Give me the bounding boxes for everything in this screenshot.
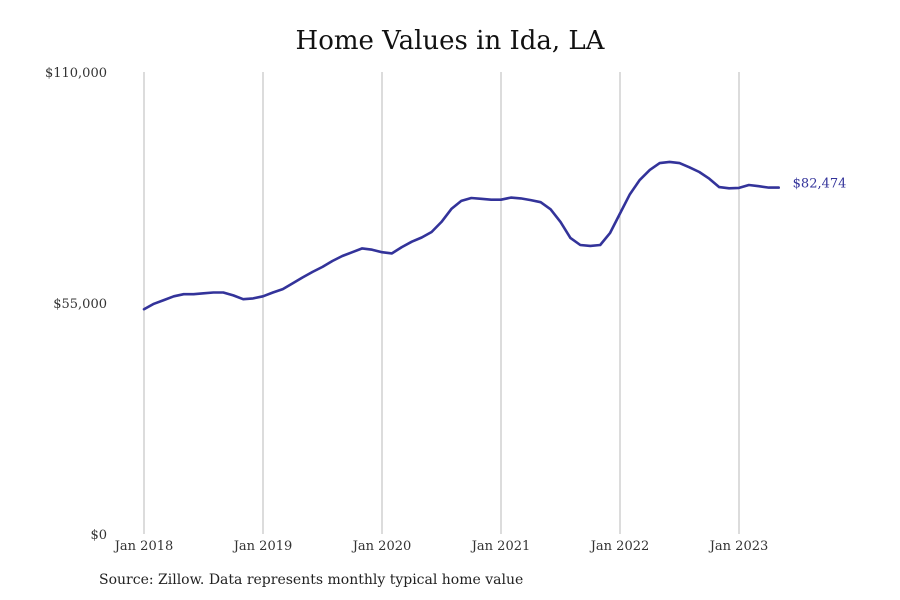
gridlines bbox=[143, 72, 740, 534]
x-tick-label: Jan 2019 bbox=[232, 539, 293, 554]
source-note: Source: Zillow. Data represents monthly … bbox=[99, 572, 524, 588]
y-tick-label: $110,000 bbox=[45, 66, 107, 81]
x-tick-label: Jan 2020 bbox=[351, 539, 412, 554]
x-tick-label: Jan 2018 bbox=[113, 539, 174, 554]
x-tick-label: Jan 2022 bbox=[589, 539, 650, 554]
y-axis-labels: $0 $55,000 $110,000 bbox=[45, 66, 107, 543]
chart-title: Home Values in Ida, LA bbox=[295, 26, 605, 56]
x-tick-label: Jan 2021 bbox=[470, 539, 531, 554]
home-value-line bbox=[142, 160, 780, 311]
y-tick-label: $55,000 bbox=[53, 297, 107, 312]
y-tick-label: $0 bbox=[90, 528, 107, 543]
x-tick-label: Jan 2023 bbox=[708, 539, 769, 554]
end-value-label: $82,474 bbox=[793, 177, 847, 192]
x-axis-labels: Jan 2018 Jan 2019 Jan 2020 Jan 2021 Jan 2022… bbox=[113, 539, 769, 554]
